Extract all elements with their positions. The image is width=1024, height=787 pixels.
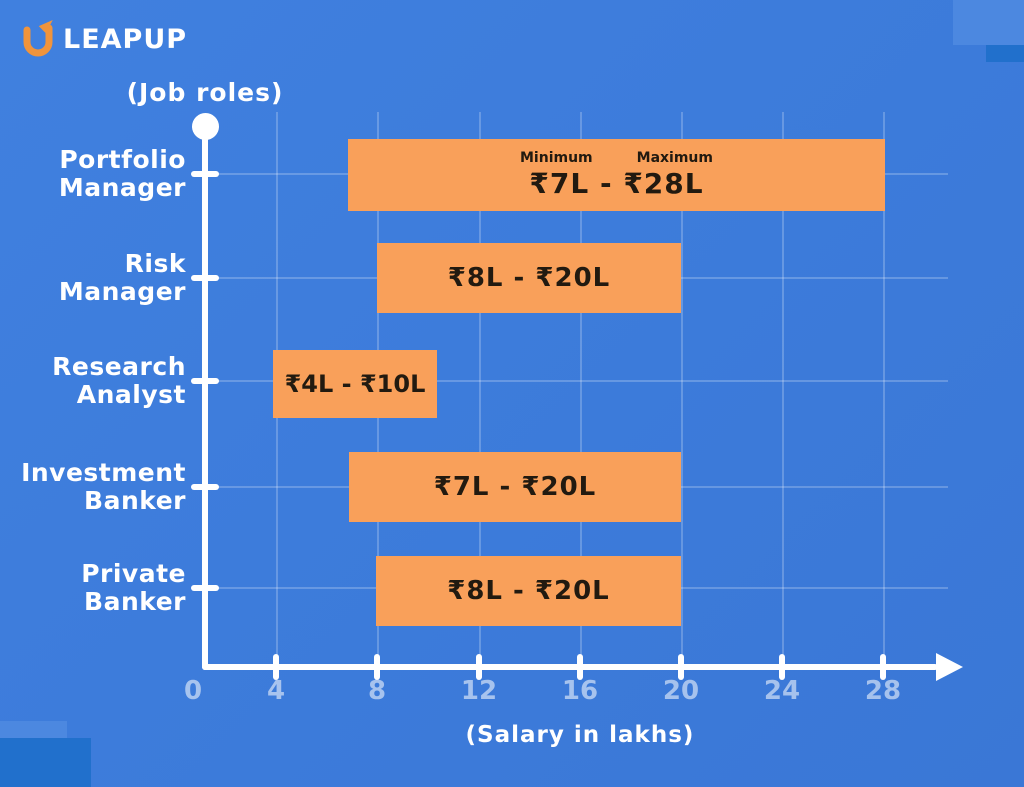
bar-private-banker: ₹8L - ₹20L [376, 556, 681, 626]
x-tick-label-8: 8 [367, 676, 387, 706]
category-label-line: Portfolio [59, 145, 186, 174]
decor-rect-bottom-left-light [0, 721, 67, 738]
maximum-label: Maximum [636, 150, 713, 166]
x-tick-20 [678, 654, 684, 680]
y-tick-row5 [191, 585, 219, 591]
y-tick-row3 [191, 378, 219, 384]
bar-range-label: ₹7L - ₹20L [433, 472, 597, 502]
x-tick-24 [779, 654, 785, 680]
gridline-v-20 [681, 112, 683, 668]
y-axis-title: (Job roles) [126, 78, 284, 107]
x-tick-label-4: 4 [266, 676, 286, 706]
bar-range-label: ₹8L - ₹20L [447, 263, 611, 293]
decor-rect-top-right-dark [986, 45, 1024, 62]
x-tick-label-0: 0 [183, 676, 203, 706]
bar-range-label: ₹4L - ₹10L [284, 370, 426, 398]
category-label-portfolio-manager: Portfolio Manager [0, 146, 186, 202]
category-label-investment-banker: Investment Banker [0, 459, 186, 515]
leapup-logo: LEAPUP [20, 16, 187, 62]
gridline-h-row3 [206, 380, 948, 382]
decor-rect-bottom-left-dark [0, 738, 91, 787]
y-axis-line [202, 126, 208, 670]
bar-risk-manager: ₹8L - ₹20L [377, 243, 681, 313]
category-label-risk-manager: Risk Manager [0, 250, 186, 306]
gridline-v-24 [782, 112, 784, 668]
y-tick-row4 [191, 484, 219, 490]
bar-investment-banker: ₹7L - ₹20L [349, 452, 681, 522]
x-tick-label-28: 28 [864, 676, 902, 706]
x-axis-title: (Salary in lakhs) [465, 722, 695, 748]
category-label-line: Research [52, 352, 186, 381]
logo-text: LEAPUP [63, 23, 188, 55]
category-label-line: Banker [84, 486, 186, 515]
bar-minmax-header: Minimum Maximum [520, 150, 713, 166]
x-tick-16 [577, 654, 583, 680]
x-tick-4 [273, 654, 279, 680]
category-label-line: Manager [58, 173, 186, 202]
bar-research-analyst: ₹4L - ₹10L [273, 350, 437, 418]
category-label-line: Investment [21, 458, 186, 487]
gridline-v-12 [479, 112, 481, 668]
bar-portfolio-manager: Minimum Maximum ₹7L - ₹28L [348, 139, 885, 211]
y-axis-origin-dot [192, 113, 219, 140]
category-label-line: Risk [124, 249, 186, 278]
leapup-u-arrow-icon [20, 16, 56, 62]
x-axis-line [202, 664, 938, 670]
category-label-line: Private [81, 559, 186, 588]
decor-rect-top-right-light [953, 0, 1024, 45]
x-tick-label-16: 16 [561, 676, 599, 706]
category-label-private-banker: Private Banker [0, 560, 186, 616]
x-tick-label-12: 12 [460, 676, 498, 706]
y-tick-row2 [191, 275, 219, 281]
bar-range-label: ₹8L - ₹20L [447, 576, 610, 606]
category-label-line: Manager [58, 277, 186, 306]
category-label-line: Banker [84, 587, 186, 616]
gridline-v-28 [883, 112, 885, 668]
minimum-label: Minimum [520, 150, 593, 166]
bar-range-label: ₹7L - ₹28L [529, 167, 704, 200]
gridline-v-16 [580, 112, 582, 668]
x-tick-label-20: 20 [662, 676, 700, 706]
x-tick-12 [476, 654, 482, 680]
x-tick-28 [880, 654, 886, 680]
y-tick-row1 [191, 171, 219, 177]
category-label-line: Analyst [76, 380, 186, 409]
x-tick-8 [374, 654, 380, 680]
category-label-research-analyst: Research Analyst [0, 353, 186, 409]
x-tick-label-24: 24 [763, 676, 801, 706]
x-axis-arrowhead-icon [936, 653, 963, 681]
